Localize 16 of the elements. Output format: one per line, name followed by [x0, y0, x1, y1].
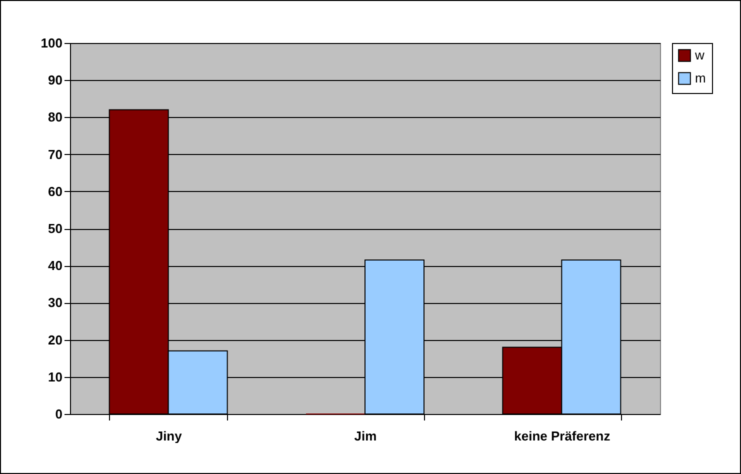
y-tick-label: 50: [48, 221, 62, 236]
x-tick-label: Jiny: [156, 428, 183, 444]
y-tick-label: 20: [48, 332, 62, 348]
x-tick-label: Jim: [354, 428, 377, 444]
y-tick-label: 70: [48, 146, 62, 162]
x-tick-label: keine Präferenz: [514, 428, 611, 444]
legend-label: m: [695, 70, 706, 86]
y-tick-label: 100: [40, 36, 62, 50]
legend-label: w: [694, 48, 705, 62]
y-tick-label: 30: [48, 295, 62, 310]
y-tick-label: 0: [55, 406, 62, 422]
y-tick-label: 90: [48, 72, 62, 88]
y-tick-label: 80: [48, 110, 62, 125]
y-tick-label: 40: [48, 258, 62, 274]
y-tick-label: 10: [48, 369, 62, 384]
y-tick-label: 60: [48, 184, 62, 199]
